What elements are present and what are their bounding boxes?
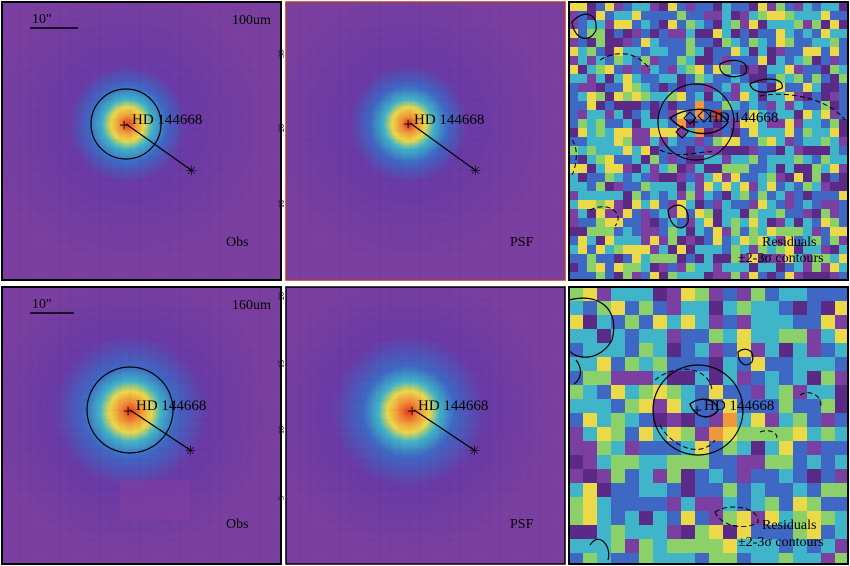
axis-tick: 10 xyxy=(277,200,286,208)
target-label: HD 144668 xyxy=(704,398,774,414)
panel-label: PSF xyxy=(510,517,534,532)
aperture-circle xyxy=(86,366,174,454)
offset-line xyxy=(129,409,191,451)
band-label: 160um xyxy=(232,298,271,313)
panel-obs-160um: 10" 160um ✳ + HD 144668 Obs xyxy=(1,286,282,565)
band-label: 100um xyxy=(232,13,271,28)
secondary-marker: ✳ xyxy=(185,443,196,458)
residual-map xyxy=(569,2,848,280)
secondary-marker: ✳ xyxy=(470,163,481,178)
panel-psf-100um: ✳ + HD 144668 PSF 30 20 10 xyxy=(277,1,566,281)
contours xyxy=(571,13,846,229)
contours xyxy=(569,297,822,561)
axis-tick: 5 xyxy=(277,496,286,500)
target-label: HD 144668 xyxy=(136,398,206,414)
panel-label: PSF xyxy=(510,235,534,250)
target-label: HD 144668 xyxy=(132,112,202,128)
panel-residuals-160um: + HD 144668 Residuals ±2-3σ contours xyxy=(568,286,849,565)
panel-label: Residuals xyxy=(762,235,816,250)
panel-psf-160um: ✳ + HD 144668 PSF 20 15 10 5 xyxy=(277,286,566,565)
axis-tick: 15 xyxy=(277,360,286,368)
panel-label: Obs xyxy=(226,517,249,532)
residual-map xyxy=(569,287,848,564)
panel-label: Residuals xyxy=(762,518,816,533)
star-cross: + xyxy=(403,114,413,134)
offset-line xyxy=(409,122,476,171)
offset-line xyxy=(413,409,475,451)
target-label: HD 144668 xyxy=(708,110,778,126)
scale-bar-label: 10" xyxy=(32,12,52,27)
axis-tick: 20 xyxy=(277,292,286,300)
aperture-circle xyxy=(652,364,744,456)
panel-sublabel: ±2-3σ contours xyxy=(738,535,824,550)
aperture-circle xyxy=(657,83,735,161)
target-label: HD 144668 xyxy=(414,112,484,128)
star-cross: + xyxy=(119,115,129,135)
scale-bar-label: 10" xyxy=(32,297,52,312)
aperture-circle xyxy=(90,88,162,160)
axis-tick: 30 xyxy=(277,50,286,58)
panel-label: Obs xyxy=(226,235,249,250)
star-cross: + xyxy=(123,401,133,421)
star-cross: + xyxy=(692,400,702,420)
offset-line xyxy=(125,123,192,171)
panel-residuals-100um: + HD 144668 Residuals ±2-3σ contours xyxy=(568,1,849,281)
secondary-marker: ✳ xyxy=(469,443,480,458)
panel-obs-100um: 10" 100um ✳ + HD 144668 Obs xyxy=(1,1,282,281)
target-label: HD 144668 xyxy=(418,398,488,414)
panel-sublabel: ±2-3σ contours xyxy=(738,251,824,266)
axis-tick: 10 xyxy=(277,426,286,434)
star-cross: + xyxy=(689,112,699,132)
star-cross: + xyxy=(407,401,417,421)
axis-tick: 20 xyxy=(277,124,286,132)
secondary-marker: ✳ xyxy=(186,163,197,178)
